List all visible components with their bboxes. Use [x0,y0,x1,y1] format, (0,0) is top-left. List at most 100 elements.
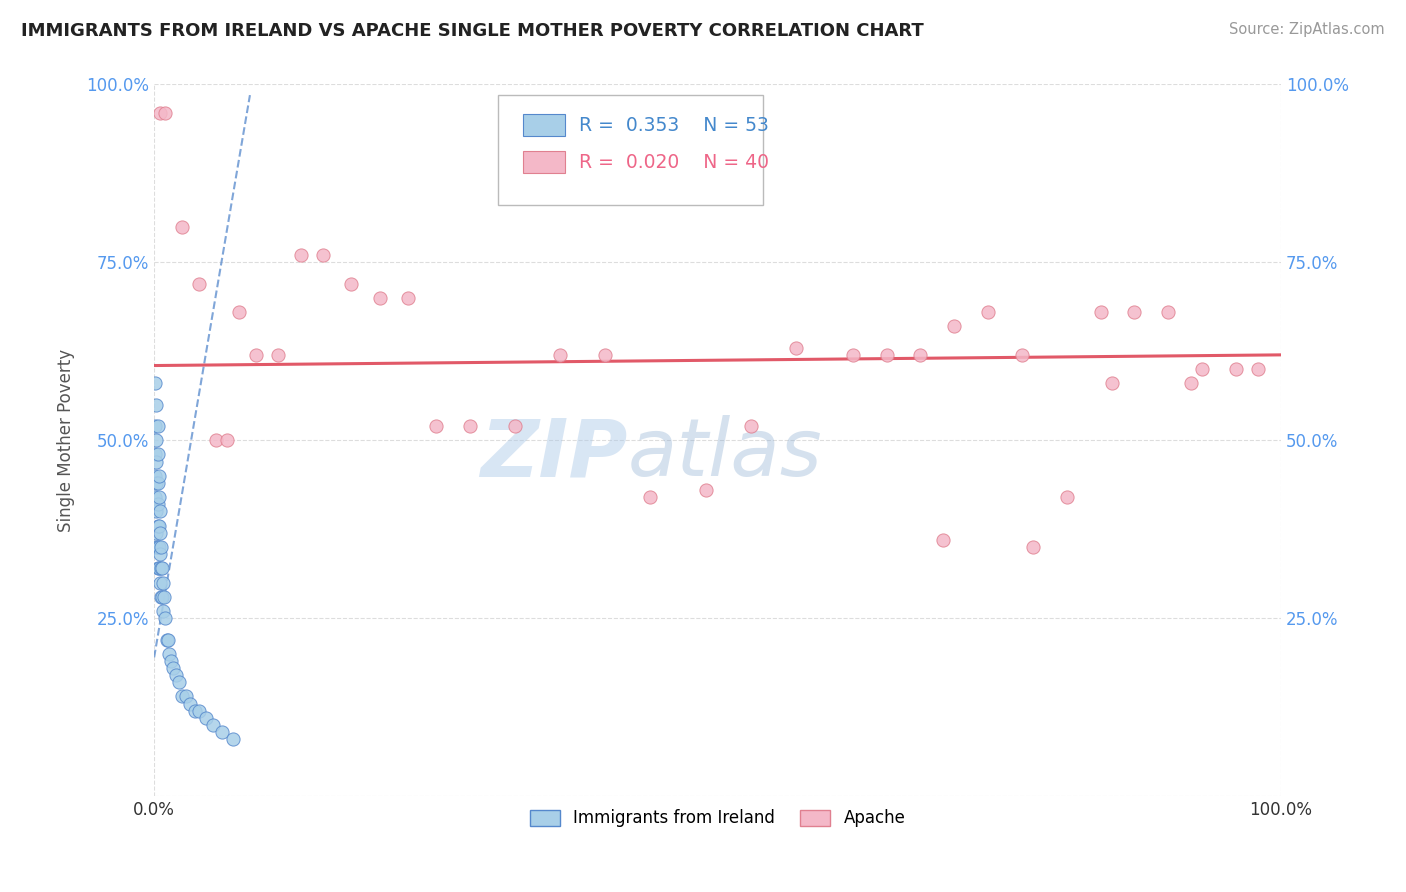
Point [174,690,197,704]
Point [1247,362,1270,376]
Point [143,468,166,483]
Point [368,291,391,305]
Point [143,448,166,462]
Bar [523,151,565,173]
Bar [523,113,565,136]
Point [740,419,762,434]
Point [1022,540,1045,554]
Point [143,376,166,391]
Point [396,291,419,305]
Point [165,668,187,682]
Point [195,711,218,725]
Point [146,561,169,575]
Point [340,277,363,291]
Point [148,468,170,483]
Point [217,434,239,448]
Point [145,525,167,540]
Point [149,561,172,575]
Point [638,490,661,504]
Legend: Immigrants from Ireland, Apache: Immigrants from Ireland, Apache [523,803,912,834]
Point [143,419,166,434]
Point [149,106,172,120]
Point [267,348,290,362]
Point [910,348,932,362]
Point [145,434,167,448]
Point [153,590,176,604]
Point [148,540,170,554]
Point [160,654,183,668]
Point [167,675,190,690]
Text: R =  0.020    N = 40: R = 0.020 N = 40 [579,153,769,171]
Point [145,475,167,490]
Y-axis label: Single Mother Poverty: Single Mother Poverty [58,349,75,532]
Point [943,319,966,334]
Point [179,697,201,711]
Point [458,419,481,434]
Point [155,632,177,647]
FancyBboxPatch shape [498,95,762,205]
Point [145,398,167,412]
Point [152,604,174,618]
Point [146,540,169,554]
Point [145,455,167,469]
Point [1011,348,1033,362]
Point [149,504,172,518]
Point [183,704,205,718]
Point [143,490,166,504]
Point [149,547,172,561]
Point [695,483,717,497]
Point [162,661,184,675]
Point [503,419,526,434]
Text: atlas: atlas [627,416,823,493]
Point [548,348,571,362]
Point [146,475,169,490]
Point [149,575,172,590]
Point [148,561,170,575]
Text: ZIP: ZIP [479,416,627,493]
Point [156,632,179,647]
Point [146,419,169,434]
Point [1123,305,1146,319]
Point [1225,362,1247,376]
Point [146,497,169,511]
Point [188,704,211,718]
Point [312,248,335,262]
Point [842,348,865,362]
Point [1191,362,1213,376]
Point [172,690,194,704]
Point [146,518,169,533]
Point [157,647,180,661]
Point [1090,305,1112,319]
Point [188,277,211,291]
Point [148,518,170,533]
Point [1157,305,1180,319]
Point [150,561,173,575]
Point [425,419,447,434]
Point [290,248,312,262]
Point [145,540,167,554]
Point [876,348,898,362]
Point [172,219,194,234]
Point [145,504,167,518]
Text: IMMIGRANTS FROM IRELAND VS APACHE SINGLE MOTHER POVERTY CORRELATION CHART: IMMIGRANTS FROM IRELAND VS APACHE SINGLE… [21,22,924,40]
Point [201,718,224,732]
Point [977,305,1000,319]
Point [1056,490,1078,504]
Point [155,106,177,120]
Point [593,348,616,362]
Point [152,575,174,590]
Point [1180,376,1202,391]
Point [932,533,955,547]
Point [228,305,250,319]
Point [149,540,172,554]
Point [150,590,173,604]
Point [155,611,177,625]
Point [148,490,170,504]
Point [149,525,172,540]
Point [149,590,172,604]
Point [211,725,233,739]
Text: Source: ZipAtlas.com: Source: ZipAtlas.com [1229,22,1385,37]
Point [222,732,245,747]
Text: R =  0.353    N = 53: R = 0.353 N = 53 [579,115,769,135]
Point [146,448,169,462]
